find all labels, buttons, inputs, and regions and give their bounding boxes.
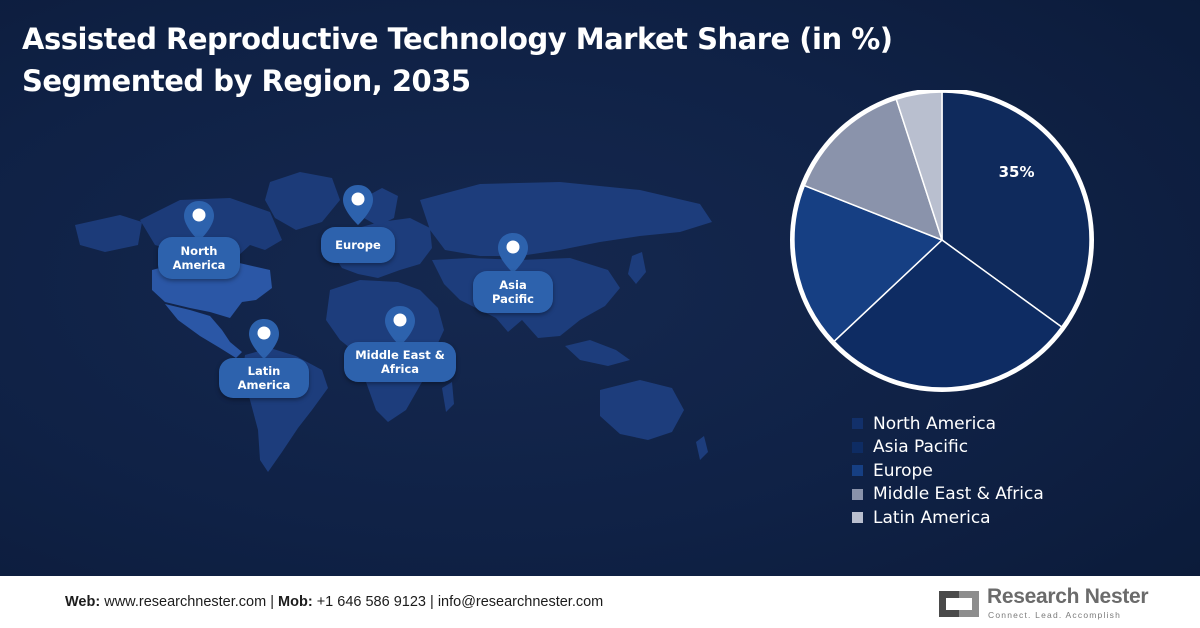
legend-swatch xyxy=(852,488,863,500)
pie-chart: 35% xyxy=(790,90,1094,392)
chart-title-line-1: Assisted Reproductive Technology Market … xyxy=(22,22,893,56)
chart-title: Assisted Reproductive Technology Market … xyxy=(22,18,893,102)
research-nester-logo: Research Nester Connect. Lead. Accomplis… xyxy=(935,583,1165,623)
legend-item: North America xyxy=(852,412,1044,436)
legend-label: Latin America xyxy=(873,507,991,528)
brand-name: Research Nester xyxy=(987,585,1149,608)
legend-swatch xyxy=(852,465,863,477)
web-url-link[interactable]: www.researchnester.com xyxy=(104,594,267,610)
mobile-number: +1 646 586 9123 xyxy=(316,594,426,610)
legend-swatch xyxy=(852,441,863,453)
location-pin-icon xyxy=(498,233,528,273)
legend-item: Asia Pacific xyxy=(852,436,1044,460)
map-label-europe: Europe xyxy=(321,227,395,263)
pie-data-label: 35% xyxy=(999,163,1035,181)
legend-item: Latin America xyxy=(852,506,1044,530)
brand-tagline: Connect. Lead. Accomplish xyxy=(988,610,1122,620)
map-label-north-america: North America xyxy=(158,237,240,279)
location-pin-icon xyxy=(385,306,415,346)
mobile-label: Mob: xyxy=(278,594,313,610)
legend-label: Middle East & Africa xyxy=(873,484,1044,505)
email-link[interactable]: info@researchnester.com xyxy=(437,594,604,610)
legend-swatch xyxy=(852,418,863,430)
separator: | xyxy=(430,594,434,610)
location-pin-icon xyxy=(249,319,279,359)
pie-slice-north-america xyxy=(941,91,1091,329)
map-label-asia-pacific: Asia Pacific xyxy=(473,271,553,313)
logo-mark-icon xyxy=(939,591,979,617)
legend-label: Asia Pacific xyxy=(873,437,969,458)
map-label-latin-america: Latin America xyxy=(219,358,309,398)
footer-bar: Web: www.researchnester.com | Mob: +1 64… xyxy=(0,576,1200,628)
legend-item: Middle East & Africa xyxy=(852,483,1044,507)
location-pin-icon xyxy=(343,185,373,225)
web-label: Web: xyxy=(65,594,101,610)
legend-item: Europe xyxy=(852,459,1044,483)
legend-swatch xyxy=(852,512,863,524)
legend-label: North America xyxy=(873,413,997,434)
location-pin-icon xyxy=(184,201,214,241)
chart-legend: North America Asia Pacific Europe Middle Ea… xyxy=(852,412,1044,530)
contact-info: Web: www.researchnester.com | Mob: +1 64… xyxy=(65,594,603,610)
legend-label: Europe xyxy=(873,460,933,481)
map-label-middle-east-africa: Middle East & Africa xyxy=(344,342,456,382)
pie-slice-latin-america xyxy=(895,91,943,241)
chart-title-line-2: Segmented by Region, 2035 xyxy=(22,64,471,98)
pie-slice-asia-pacific xyxy=(833,239,1063,389)
pie-slice-europe xyxy=(793,184,944,343)
separator: | xyxy=(270,594,275,610)
